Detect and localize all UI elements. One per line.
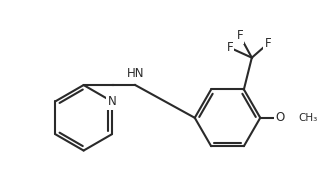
Text: F: F — [264, 37, 271, 50]
Text: F: F — [237, 29, 243, 42]
Text: F: F — [227, 41, 233, 54]
Text: HN: HN — [126, 67, 144, 80]
Text: CH₃: CH₃ — [298, 113, 317, 123]
Text: N: N — [108, 95, 116, 108]
Text: O: O — [275, 111, 285, 124]
